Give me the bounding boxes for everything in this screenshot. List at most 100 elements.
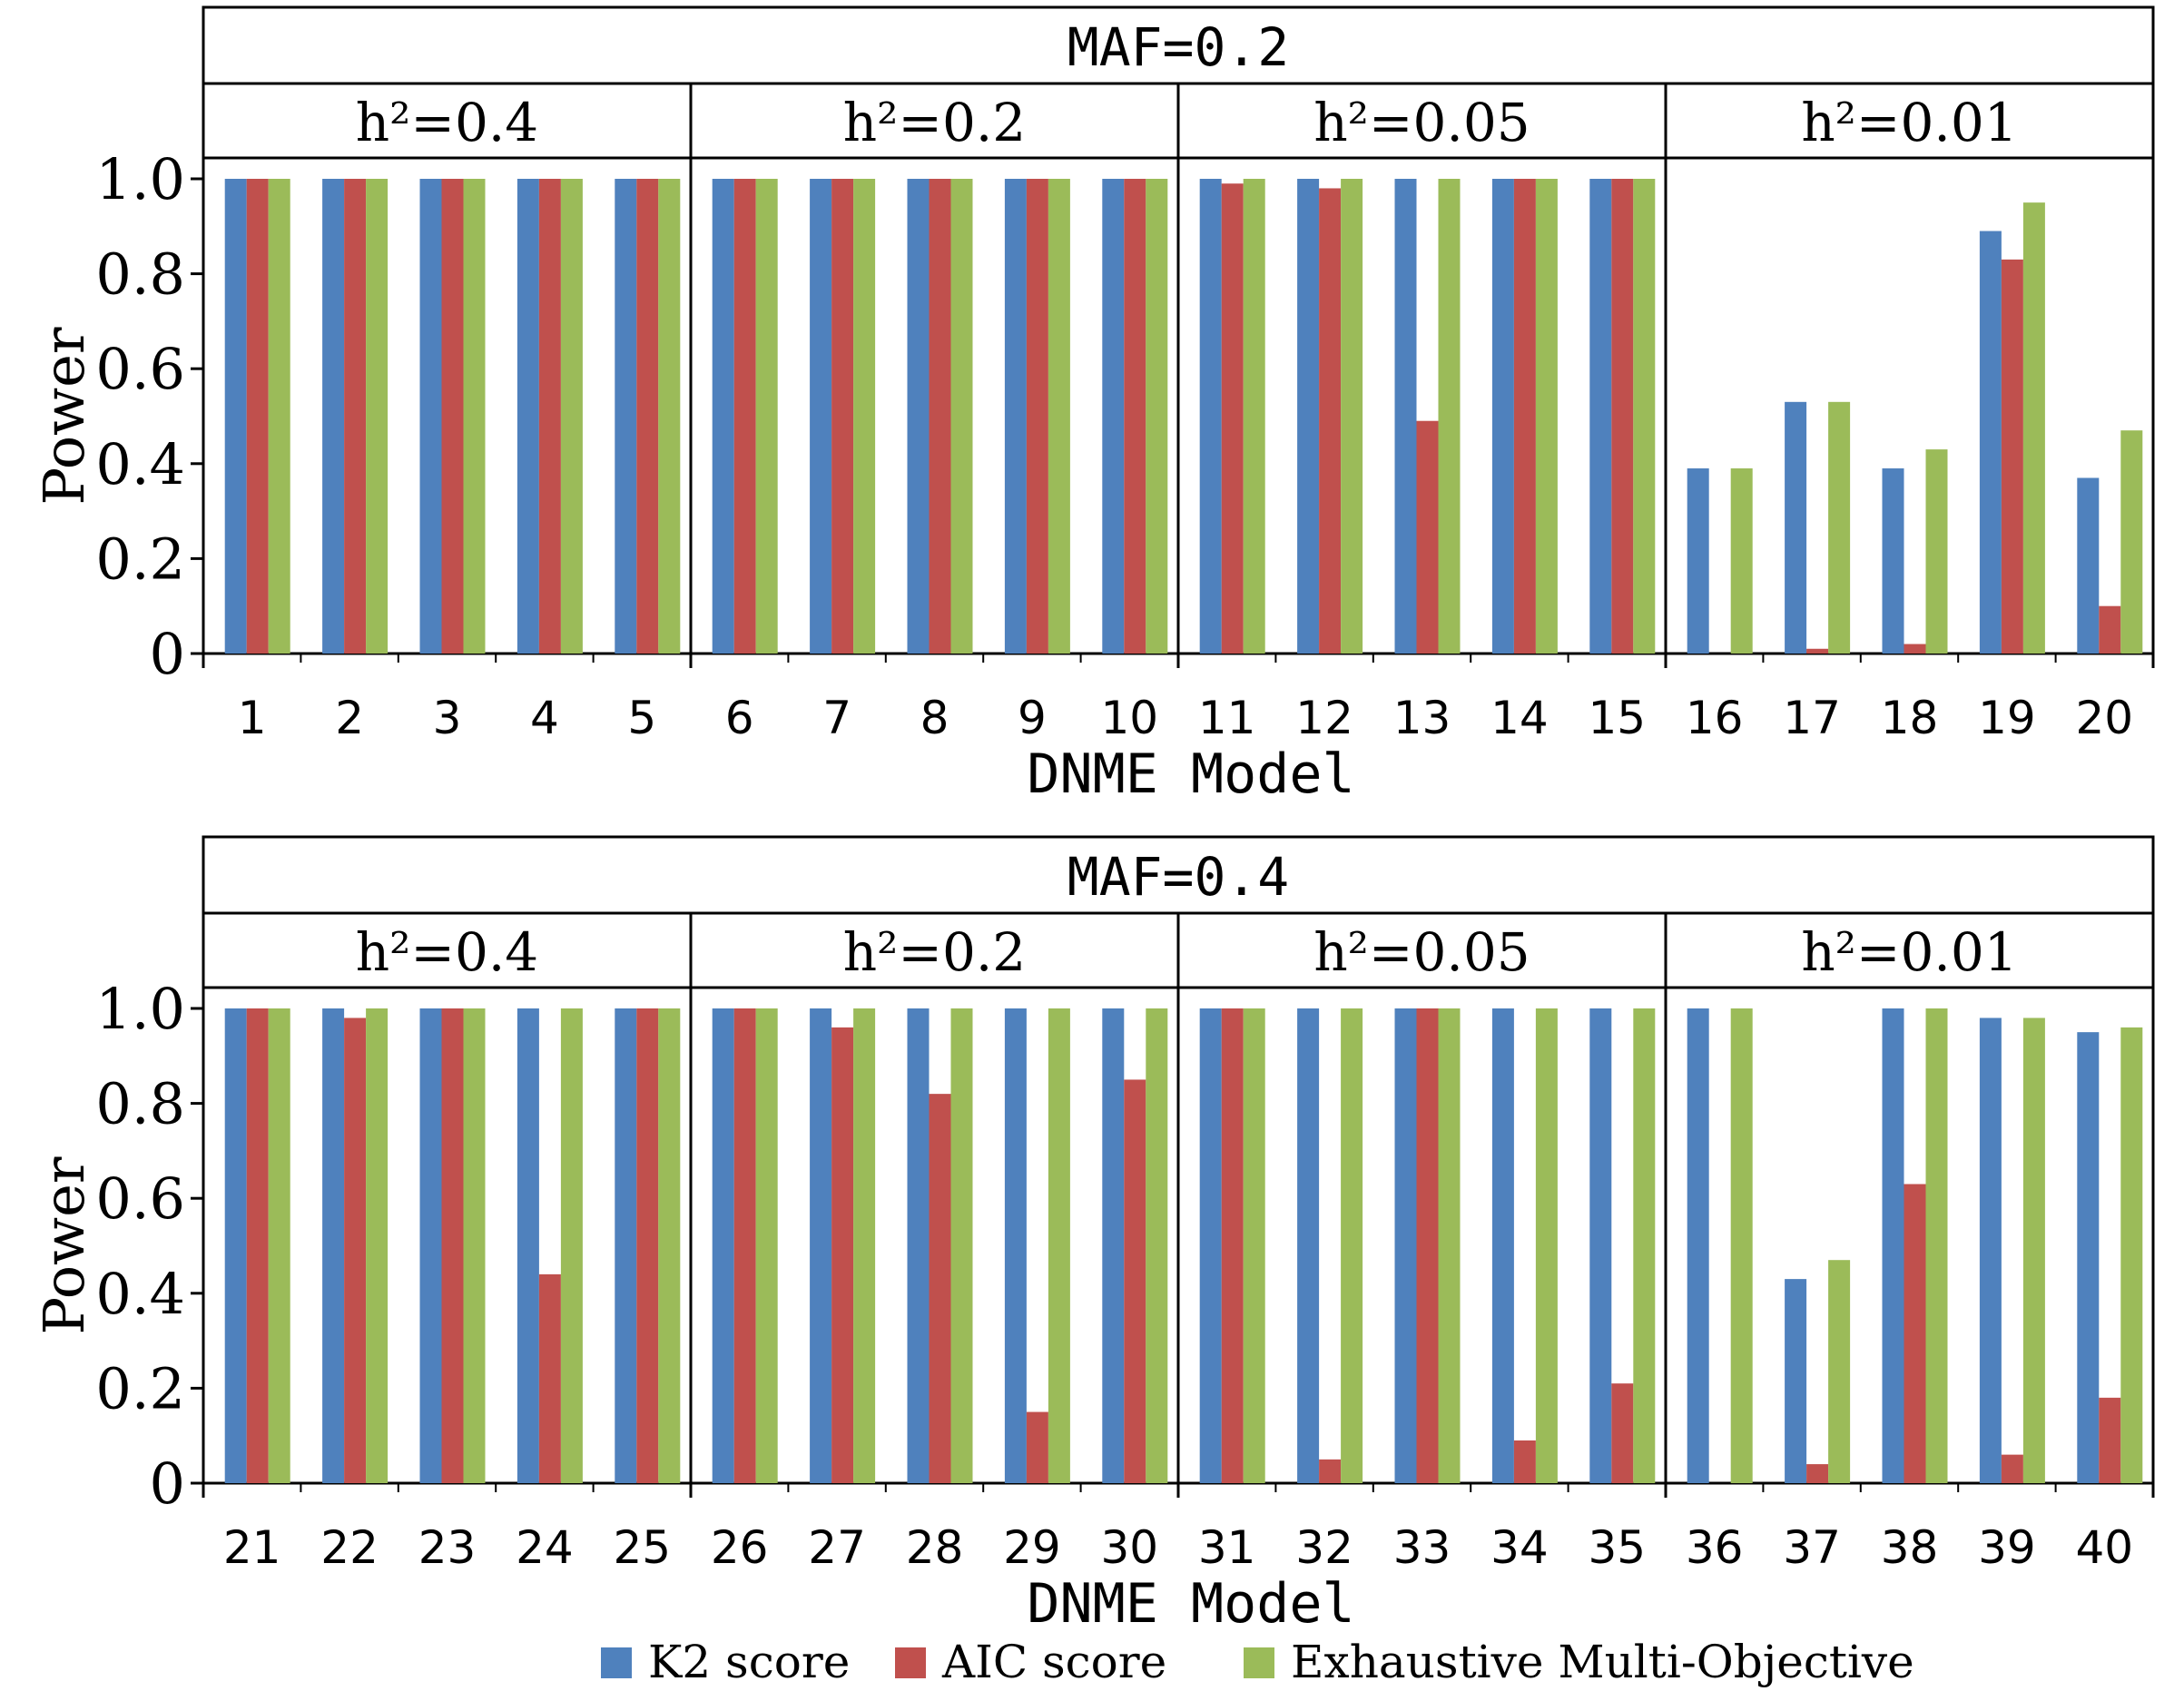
facet-header-label: h²=0.4 [356,921,538,983]
bar-emo [658,179,681,654]
facet-header-box [1664,82,2155,160]
bar-emo [560,1008,583,1483]
x-tick-label: 1 [238,692,267,744]
bar-aic [2001,1454,2023,1483]
bar-emo [853,179,876,654]
y-tick-label: 0.2 [95,1355,185,1421]
bar-emo [1438,179,1461,654]
y-tick-label: 0.4 [95,431,185,497]
bar-aic [1904,644,1926,654]
facet-header-label: h²=0.4 [356,92,538,153]
legend-label: Exhaustive Multi-Objective [1291,1636,1914,1688]
bar-emo [1535,179,1558,654]
bar-emo [268,1008,290,1483]
bar-aic [1124,1079,1146,1483]
facet-header-label: h²=0.01 [1801,921,2017,983]
bar-emo [1146,179,1168,654]
bar-k2 [1491,179,1514,654]
legend-swatch-k2 [601,1647,632,1678]
bar-k2 [1102,179,1125,654]
bar-emo [268,179,290,654]
bar-emo [1828,1260,1851,1483]
bar-k2 [1004,179,1027,654]
bar-k2 [1785,401,1807,654]
bar-aic [2099,1397,2121,1483]
x-tick-label: 40 [2075,1521,2133,1574]
bar-emo [658,1008,681,1483]
bar-k2 [1882,468,1904,654]
bar-k2 [1394,1008,1417,1483]
legend-label: K2 score [648,1636,850,1688]
y-tick-label: 1.0 [95,976,185,1042]
bar-k2 [712,179,734,654]
bar-k2 [419,179,442,654]
bar-k2 [615,179,637,654]
x-tick-label: 24 [516,1521,574,1574]
bar-aic [1416,420,1439,654]
x-tick-label: 23 [418,1521,477,1574]
bar-emo [755,179,778,654]
bar-k2 [224,1008,247,1483]
y-tick-label: 0.4 [95,1261,185,1327]
legend-label: AIC score [941,1636,1166,1688]
bar-emo [560,179,583,654]
bar-emo [1925,1008,1948,1483]
bar-emo [1925,449,1948,654]
panel-title: MAF=0.4 [1067,846,1289,908]
x-tick-label: 28 [906,1521,964,1574]
bar-aic [929,1094,951,1483]
bar-emo [1243,1008,1265,1483]
bar-aic [441,179,464,654]
bar-aic [636,179,659,654]
bar-emo [950,179,973,654]
bar-k2 [1589,179,1612,654]
x-tick-label: 2 [335,692,364,744]
x-tick-label: 19 [1978,692,2036,744]
bar-emo [2120,1027,2143,1483]
bar-aic [1319,188,1342,654]
x-tick-label: 11 [1198,692,1256,744]
y-tick-label: 0.8 [95,241,185,308]
y-tick-label: 0.8 [95,1071,185,1137]
panel-title: MAF=0.2 [1067,16,1289,78]
bar-k2 [1102,1008,1125,1483]
bar-aic [1026,1411,1048,1483]
bar-k2 [1394,179,1417,654]
bar-k2 [1979,231,2002,654]
bar-emo [366,1008,389,1483]
bar-aic [344,1018,367,1483]
x-tick-label: 4 [530,692,559,744]
bar-k2 [516,1008,539,1483]
bar-k2 [1785,1279,1807,1483]
y-tick-label: 0 [150,621,185,687]
bar-k2 [322,1008,345,1483]
bar-aic [2099,605,2121,654]
bar-aic [831,1027,854,1483]
bar-k2 [1979,1018,2002,1483]
facet-header-label: h²=0.05 [1313,92,1530,153]
x-tick-label: 34 [1490,1521,1549,1574]
bar-aic [1221,1008,1244,1483]
y-tick-label: 0 [150,1450,185,1517]
bar-k2 [712,1008,734,1483]
bar-aic [1904,1184,1926,1483]
bar-aic [929,179,951,654]
x-tick-label: 9 [1018,692,1047,744]
x-tick-label: 17 [1783,692,1841,744]
bar-k2 [1687,468,1709,654]
x-tick-label: 27 [808,1521,866,1574]
bar-emo [463,179,486,654]
bar-aic [246,1008,269,1483]
x-tick-label: 8 [920,692,949,744]
x-tick-label: 32 [1295,1521,1353,1574]
x-tick-label: 37 [1783,1521,1841,1574]
bar-emo [1828,401,1851,654]
bar-k2 [1297,1008,1320,1483]
bar-emo [950,1008,973,1483]
bar-aic [1026,179,1048,654]
x-tick-label: 21 [223,1521,281,1574]
bar-aic [1513,1440,1536,1483]
bar-k2 [810,1008,832,1483]
